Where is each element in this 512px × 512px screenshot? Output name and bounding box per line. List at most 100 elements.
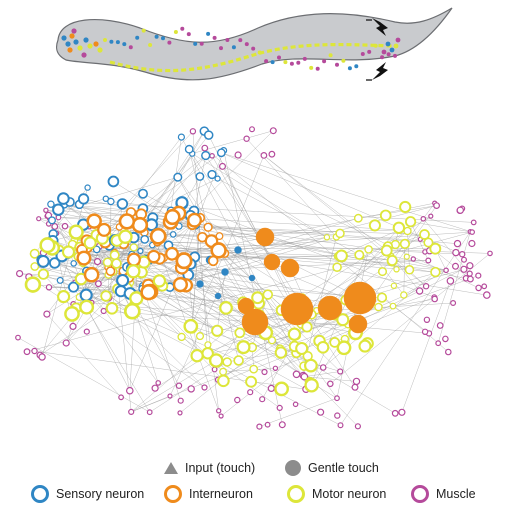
muscle-node — [267, 384, 275, 392]
worm-cell — [296, 60, 301, 65]
motor-node — [399, 200, 412, 214]
sensory-node — [48, 216, 56, 225]
muscle-node — [468, 239, 476, 248]
muscle-node — [62, 339, 70, 347]
motor-node — [368, 219, 381, 232]
motor-node — [208, 353, 224, 368]
network-edge — [192, 131, 208, 354]
muscle-node — [94, 280, 102, 288]
motor-node — [39, 237, 56, 254]
worm-cell — [389, 47, 395, 53]
network-edge — [163, 137, 182, 259]
muscle-node — [215, 408, 222, 414]
muscle-node — [93, 258, 102, 266]
muscle-node — [482, 291, 491, 299]
worm-cell — [103, 38, 107, 42]
worm-cell — [225, 38, 230, 42]
network-edge — [329, 227, 400, 309]
motor-node — [404, 265, 415, 275]
motor-node — [287, 327, 302, 341]
worm-cell — [322, 59, 327, 64]
motor-node — [419, 229, 430, 240]
interneuron-node — [241, 308, 269, 336]
sensory-node — [84, 184, 91, 191]
network-edge — [131, 234, 425, 413]
network-edge — [275, 355, 308, 369]
motor-node — [183, 318, 199, 334]
muscle-node — [209, 152, 215, 159]
filled-circle-icon — [285, 460, 301, 476]
network-edge — [338, 229, 400, 257]
muscle-node — [452, 248, 460, 257]
interneuron-node — [165, 246, 179, 261]
motor-node — [377, 267, 388, 277]
motor-node — [358, 339, 372, 353]
sensory-node — [221, 268, 229, 276]
interneuron-node — [86, 213, 102, 229]
interneuron-node — [172, 276, 189, 293]
worm-cell — [83, 37, 89, 43]
motor-node — [400, 291, 408, 299]
network-edge — [237, 237, 327, 251]
muscle-node — [459, 250, 466, 258]
motor-node — [336, 340, 352, 356]
motor-node — [190, 349, 204, 363]
sensory-node — [173, 172, 183, 182]
motor-node — [37, 268, 50, 280]
muscle-node — [219, 162, 227, 170]
worm-cell — [257, 50, 262, 55]
network-edge — [34, 253, 429, 261]
network-edge — [133, 305, 159, 383]
network-edge — [217, 178, 360, 256]
motor-node — [217, 374, 230, 388]
sensory-node — [207, 169, 217, 180]
worm-cell — [381, 49, 387, 55]
worm-cell — [302, 56, 307, 61]
worm-cell — [161, 36, 165, 41]
muscle-node — [272, 365, 279, 371]
network-edge — [52, 240, 131, 391]
network-edge — [113, 181, 203, 238]
muscle-node — [461, 256, 468, 263]
motor-node — [219, 367, 228, 376]
muscle-node — [319, 364, 327, 371]
muscle-node — [470, 219, 477, 226]
muscle-node — [422, 282, 430, 290]
worm-cell — [93, 41, 99, 47]
muscle-node — [15, 334, 21, 341]
worm-cell — [77, 45, 83, 51]
sensory-node — [140, 234, 150, 244]
muscle-node — [334, 395, 340, 402]
motor-node — [353, 213, 363, 223]
worm-cell — [65, 41, 71, 47]
muscle-node — [38, 353, 46, 361]
muscle-node — [43, 207, 49, 214]
muscle-node — [475, 272, 482, 279]
motor-node — [152, 274, 167, 288]
worm-cell — [315, 66, 320, 71]
muscle-node — [317, 408, 325, 416]
worm-ventral-cord — [109, 43, 393, 73]
network-edge — [223, 368, 276, 372]
muscle-node — [428, 213, 434, 219]
sensory-node — [203, 130, 214, 140]
legend-label-sensory-neuron: Sensory neuron — [56, 487, 145, 501]
legend-label-gentle-touch: Gentle touch — [308, 461, 379, 475]
network-edge — [34, 266, 82, 280]
worm-cell — [393, 53, 397, 58]
network-edge — [34, 350, 307, 390]
interneuron-node — [131, 216, 149, 234]
motor-node — [295, 341, 309, 356]
motor-node — [222, 357, 232, 367]
network-edge — [26, 231, 473, 352]
muscle-node — [453, 239, 462, 248]
worm-cell — [385, 41, 391, 47]
motor-node — [79, 299, 95, 315]
network-edge — [192, 153, 328, 238]
worm-cell — [277, 55, 281, 60]
muscle-node — [436, 322, 444, 329]
interneuron-node — [210, 242, 227, 259]
sensory-node — [107, 175, 120, 188]
worm-cell — [167, 40, 172, 45]
sensory-node — [70, 260, 78, 267]
